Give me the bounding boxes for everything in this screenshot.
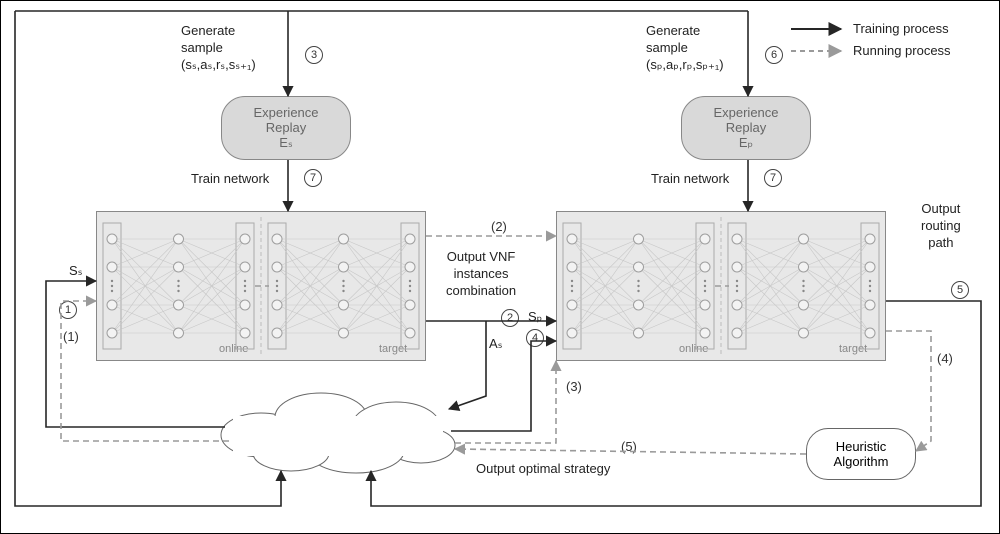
step-7-circle-right: 7 [764,169,782,187]
nn-block-left [96,211,426,361]
step-7-circle-left: 7 [304,169,322,187]
nn-sublabel-target-right: target [839,343,867,355]
heuristic-algorithm: Heuristic Algorithm [806,428,916,480]
nn-sublabel-online-left: online [219,343,248,355]
gen-sample-right: Generate sample (sₚ,aₚ,rₚ,sₚ₊₁) [646,23,724,74]
output-vnf-label: Output VNF instances combination [446,249,516,300]
legend-running: Running process [853,43,951,60]
run-2-label: (2) [491,219,507,234]
nn-sublabel-online-right: online [679,343,708,355]
output-opt-label: Output optimal strategy [476,461,610,478]
step-1-circle: 1 [59,301,77,319]
step-6-circle: 6 [765,46,783,64]
nn-sublabel-target-left: target [379,343,407,355]
step-2-circle: 2 [501,309,519,327]
experience-replay-left: Experience Replay Eₛ [221,96,351,160]
legend-training: Training process [853,21,949,38]
output-path-label: Output routing path [921,201,961,252]
run-3-label: (3) [566,379,582,394]
nn-block-right [556,211,886,361]
step-5-circle: 5 [951,281,969,299]
run-1-label: (1) [63,329,79,344]
step-3-circle: 3 [305,46,323,64]
train-label-left: Train network [191,171,269,188]
experience-replay-right: Experience Replay Eₚ [681,96,811,160]
network-label: Network [301,421,367,442]
gen-sample-left: Generate sample (sₛ,aₛ,rₛ,sₛ₊₁) [181,23,256,74]
run-4-label: (4) [937,351,953,366]
train-label-right: Train network [651,171,729,188]
Sp-label: Sₚ [528,309,542,326]
As-label: Aₛ [489,336,503,353]
diagram-canvas: online target online target Experience R… [0,0,1000,534]
run-5-label: (5) [621,439,637,454]
Ss-label: Sₛ [69,263,83,280]
step-4-circle: 4 [526,329,544,347]
